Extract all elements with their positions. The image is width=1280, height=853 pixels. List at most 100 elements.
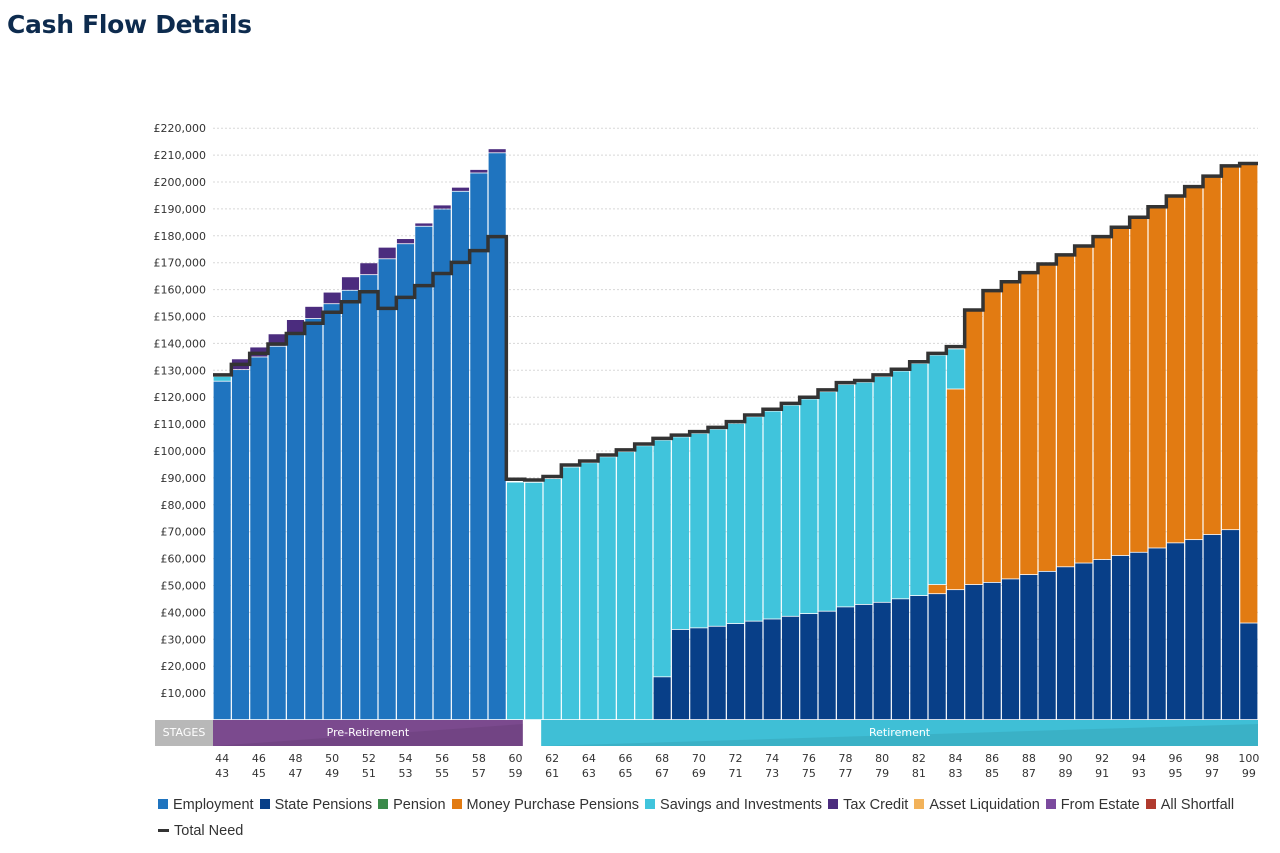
bar-state-pensions	[1056, 567, 1075, 720]
legend-item-state-pensions[interactable]: State Pensions	[259, 792, 373, 818]
bar-state-pensions	[653, 677, 671, 720]
bar-savings-and-investments	[818, 392, 836, 611]
bar-state-pensions	[910, 595, 928, 720]
y-tick-label: £220,000	[154, 122, 207, 135]
bar-employment	[488, 153, 506, 720]
x-tick-label-secondary: 47	[289, 767, 303, 780]
bar-employment	[378, 259, 396, 720]
bar-state-pensions	[800, 614, 818, 720]
x-tick-label-secondary: 81	[912, 767, 926, 780]
y-tick-label: £70,000	[161, 526, 207, 539]
bar-savings-and-investments	[616, 452, 635, 720]
x-tick-label: 58	[472, 752, 486, 765]
bar-employment	[231, 370, 250, 720]
bar-tax-credit	[341, 277, 360, 290]
bar-savings-and-investments	[708, 429, 726, 626]
bar-employment	[396, 244, 415, 720]
legend-label: Total Need	[174, 823, 244, 839]
legend-item-savings-and-investments[interactable]: Savings and Investments	[645, 792, 822, 818]
stage-shading	[213, 724, 523, 746]
y-tick-label: £10,000	[161, 687, 207, 700]
legend-swatch	[914, 799, 925, 809]
x-tick-label-secondary: 99	[1242, 767, 1256, 780]
bar-savings-and-investments	[763, 411, 781, 619]
y-tick-label: £140,000	[154, 337, 207, 350]
legend-item-asset-liquidation[interactable]: Asset Liquidation	[914, 792, 1040, 818]
legend-swatch	[645, 799, 656, 809]
bar-money-purchase-pensions	[1203, 177, 1221, 535]
stage-label: Pre-Retirement	[327, 726, 410, 739]
x-tick-label: 96	[1169, 752, 1183, 765]
x-tick-label: 60	[509, 752, 523, 765]
x-tick-label: 92	[1095, 752, 1109, 765]
bar-state-pensions	[745, 621, 763, 720]
bar-savings-and-investments	[635, 446, 653, 720]
bar-state-pensions	[708, 626, 726, 720]
bar-state-pensions	[891, 599, 910, 720]
stages-label-box	[155, 720, 213, 746]
bar-savings-and-investments	[800, 399, 818, 614]
x-tick-label: 52	[362, 752, 376, 765]
stage-label: Retirement	[869, 726, 931, 739]
legend-label: State Pensions	[274, 797, 373, 813]
bar-state-pensions	[1020, 575, 1038, 720]
bar-tax-credit	[488, 149, 506, 153]
legend-item-all-shortfall[interactable]: All Shortfall	[1145, 792, 1234, 818]
x-tick-label: 68	[655, 752, 669, 765]
y-tick-label: £200,000	[154, 176, 207, 189]
x-tick-label-secondary: 79	[875, 767, 889, 780]
legend-label: Tax Credit	[843, 797, 909, 813]
legend-item-tax-credit[interactable]: Tax Credit	[828, 792, 908, 818]
x-tick-label-secondary: 91	[1095, 767, 1109, 780]
bar-money-purchase-pensions	[983, 292, 1001, 583]
x-tick-label: 48	[289, 752, 303, 765]
x-tick-label: 66	[619, 752, 633, 765]
legend-label: From Estate	[1060, 797, 1140, 813]
legend-swatch	[828, 799, 839, 809]
x-tick-label: 86	[985, 752, 999, 765]
bar-savings-and-investments	[836, 384, 855, 607]
legend-item-pension[interactable]: Pension	[378, 792, 446, 818]
bar-employment	[305, 318, 323, 720]
x-tick-label-secondary: 43	[215, 767, 229, 780]
y-tick-label: £40,000	[161, 606, 207, 619]
legend-item-employment[interactable]: Employment	[158, 792, 254, 818]
bar-savings-and-investments	[891, 371, 910, 599]
y-tick-label: £150,000	[154, 311, 207, 324]
x-tick-label: 54	[399, 752, 413, 765]
x-tick-label-secondary: 75	[802, 767, 816, 780]
bar-employment	[415, 226, 433, 720]
bar-tax-credit	[268, 334, 286, 346]
x-tick-label: 98	[1205, 752, 1219, 765]
x-tick-label: 78	[839, 752, 853, 765]
legend-item-total-need[interactable]: Total Need	[158, 818, 243, 844]
bar-tax-credit	[323, 292, 341, 304]
legend-item-from-estate[interactable]: From Estate	[1045, 792, 1140, 818]
x-tick-label-secondary: 83	[949, 767, 963, 780]
bar-savings-and-investments	[855, 382, 873, 605]
bar-money-purchase-pensions	[928, 584, 946, 594]
legend-item-money-purchase-pensions[interactable]: Money Purchase Pensions	[451, 792, 639, 818]
bar-tax-credit	[360, 263, 378, 275]
y-tick-label: £20,000	[161, 660, 207, 673]
y-tick-label: £110,000	[154, 418, 207, 431]
stage-retirement	[541, 720, 1258, 746]
bar-money-purchase-pensions	[1001, 283, 1020, 579]
x-tick-label: 82	[912, 752, 926, 765]
x-tick-label-secondary: 61	[545, 767, 559, 780]
bar-money-purchase-pensions	[946, 389, 965, 590]
x-tick-label-secondary: 95	[1169, 767, 1183, 780]
x-tick-label-secondary: 51	[362, 767, 376, 780]
x-tick-label: 90	[1059, 752, 1073, 765]
bar-savings-and-investments	[910, 363, 928, 596]
y-tick-label: £80,000	[161, 499, 207, 512]
y-tick-label: £180,000	[154, 230, 207, 243]
legend-label: Employment	[173, 797, 254, 813]
legend-swatch	[451, 799, 462, 809]
y-tick-label: £120,000	[154, 391, 207, 404]
y-tick-label: £100,000	[154, 445, 207, 458]
bar-state-pensions	[1240, 623, 1258, 720]
y-tick-label: £190,000	[154, 203, 207, 216]
bar-money-purchase-pensions	[965, 311, 983, 585]
x-tick-label: 44	[215, 752, 229, 765]
